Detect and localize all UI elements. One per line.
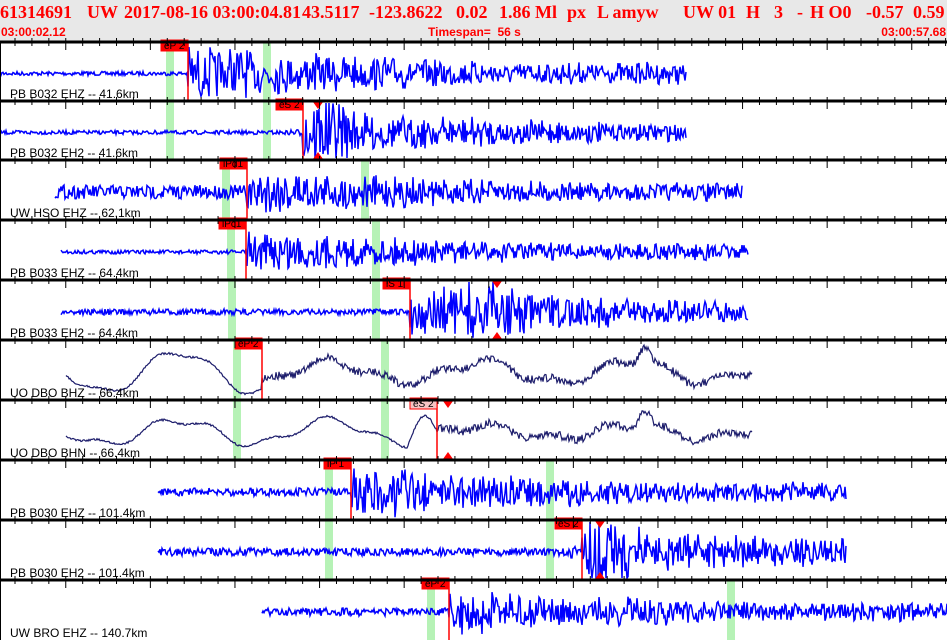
predicted-arrival-window <box>166 43 174 101</box>
predicted-arrival-window <box>233 341 241 400</box>
pick-label: eP 2 <box>425 579 446 590</box>
trace-row: iP 1 PB B030 EHZ -- 101.4km <box>10 457 847 520</box>
station-channel-label: PB B030 EHZ -- 101.4km <box>10 506 145 520</box>
pick-label-box <box>409 397 438 410</box>
pick-label-box <box>554 517 583 530</box>
time-axis-separator <box>0 336 947 348</box>
predicted-arrival-window <box>263 43 271 101</box>
station-channel-label: PB B033 EH2 -- 64.4km <box>10 326 138 340</box>
event-source: L amyw <box>597 2 659 22</box>
predicted-arrival-window <box>228 281 236 340</box>
trace-row: eS 2 UO DBO BHN -- 66.4km <box>10 397 753 460</box>
time-end: 03:00:57.68 <box>881 25 946 39</box>
station-channel-label: UO DBO BHN -- 66.4km <box>10 446 140 460</box>
pick-label-box <box>382 277 411 290</box>
time-axis-separator <box>0 516 947 528</box>
event-auth: UW 01 <box>683 2 737 22</box>
amplitude-pick-triangle-top <box>313 102 323 109</box>
trace-row: eP 2 PB B032 EHZ -- 41.6km <box>0 39 687 101</box>
time-axis-separator <box>0 396 947 408</box>
seismogram-trace <box>157 521 847 581</box>
pick-label: eP 2 <box>164 41 185 52</box>
pick-label-box <box>160 39 189 52</box>
event-id: 61314691 <box>0 2 72 22</box>
predicted-arrival-window <box>233 401 241 460</box>
predicted-arrival-window <box>381 401 389 460</box>
time-axis-separator <box>0 456 947 468</box>
trace-row: iPd1 UW HSO EHZ -- 62.1km <box>10 157 743 220</box>
time-axis-separator <box>0 156 947 168</box>
event-datetime: 2017-08-16 03:00:04.81 <box>124 2 301 22</box>
pick-label: eS 2 <box>279 100 300 111</box>
station-channel-label: PB B032 EH2 -- 41.6km <box>10 146 138 160</box>
event-value-2: 0.59 <box>913 2 945 22</box>
seismogram-trace <box>157 468 847 518</box>
time-axis-separator <box>0 97 947 109</box>
time-start: 03:00:02.12 <box>1 25 66 39</box>
event-flag-1: H <box>746 2 761 22</box>
trace-row: iS 1 PB B033 EH2 -- 64.4km <box>10 277 749 340</box>
predicted-arrival-window <box>263 102 271 160</box>
seismogram-trace <box>60 231 749 271</box>
seismogram-trace <box>60 281 749 338</box>
trace-row: iPc1 PB B033 EHZ -- 64.4km <box>10 217 749 280</box>
trace-row: eS 2 PB B032 EH2 -- 41.6km <box>0 98 687 160</box>
station-channel-label: UO DBO BHZ -- 66.4km <box>10 386 139 400</box>
seismogram-trace <box>54 175 743 213</box>
pick-label: iPc1 <box>222 219 242 230</box>
predicted-arrival-window <box>372 221 380 280</box>
time-axis-separator <box>0 576 947 588</box>
event-lat: 43.5117 <box>302 2 360 22</box>
event-lon: -123.8622 <box>369 2 443 22</box>
amplitude-pick-triangle-bottom <box>595 572 605 579</box>
pick-label: iP 1 <box>327 459 344 470</box>
time-axis-separator <box>0 216 947 228</box>
station-channel-label: UW HSO EHZ -- 62.1km <box>10 206 141 220</box>
time-axis-separator <box>0 38 947 50</box>
event-network: UW <box>87 2 118 22</box>
event-type: px <box>567 2 587 22</box>
trace-row: eP 2 UW BRO EHZ -- 140.7km <box>10 577 947 640</box>
amplitude-pick-triangle-top <box>595 521 605 528</box>
pick-label: eS 2 <box>558 519 579 530</box>
station-channel-label: PB B032 EHZ -- 41.6km <box>10 87 139 101</box>
station-channel-label: PB B033 EHZ -- 64.4km <box>10 266 139 280</box>
trace-row: eP 2 UO DBO BHZ -- 66.4km <box>10 337 753 400</box>
event-value-1: -0.57 <box>866 2 904 22</box>
amplitude-pick-triangle-bottom <box>492 332 502 339</box>
amplitude-pick-triangle-top <box>492 281 502 288</box>
time-axis-separator <box>0 276 947 288</box>
event-depth: 0.02 <box>456 2 488 22</box>
seismogram-trace <box>65 343 753 396</box>
pick-label-box <box>323 457 352 470</box>
event-magnitude: 1.86 Ml <box>499 2 557 22</box>
event-header: 61314691 UW 2017-08-16 03:00:04.81 43.51… <box>0 0 947 42</box>
event-flag-3: - <box>797 2 803 22</box>
amplitude-pick-triangle-bottom <box>313 152 323 159</box>
station-channel-label: UW BRO EHZ -- 140.7km <box>10 626 147 640</box>
pick-label: iS 1 <box>386 279 404 290</box>
seismogram-trace <box>261 591 947 635</box>
pick-label: iPd1 <box>223 159 243 170</box>
seismogram-trace <box>65 410 753 449</box>
trace-row: eS 2 PB B030 EH2 -- 101.4km <box>10 517 847 581</box>
pick-label: eP 2 <box>238 339 259 350</box>
seismogram-trace <box>0 102 687 159</box>
pick-label: eS 2 <box>413 399 434 410</box>
station-channel-label: PB B030 EH2 -- 101.4km <box>10 566 145 580</box>
seismogram-trace <box>0 46 687 99</box>
timespan: Timespan= 56 s <box>428 25 521 39</box>
pick-label-box <box>421 577 450 590</box>
predicted-arrival-window <box>361 161 369 220</box>
amplitude-pick-triangle-top <box>443 401 453 408</box>
event-flag-2: 3 <box>774 2 783 22</box>
amplitude-pick-triangle-bottom <box>443 452 453 459</box>
pick-label-box <box>219 157 248 170</box>
pick-label-box <box>218 217 247 230</box>
event-flag-4: H O0 <box>810 2 852 22</box>
